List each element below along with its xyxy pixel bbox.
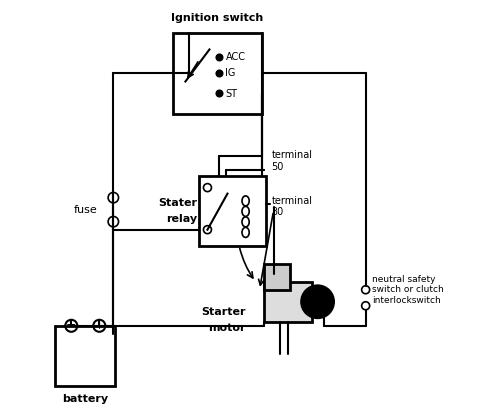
Bar xyxy=(173,33,262,114)
Bar xyxy=(264,264,290,290)
Bar xyxy=(264,282,312,322)
Ellipse shape xyxy=(242,196,249,206)
Text: relay: relay xyxy=(166,214,197,224)
Text: +: + xyxy=(95,321,104,331)
Text: Stater: Stater xyxy=(159,198,197,208)
Text: fuse: fuse xyxy=(74,205,97,214)
Text: motor: motor xyxy=(208,323,246,333)
Text: −: − xyxy=(66,319,77,332)
Bar xyxy=(55,326,115,386)
Circle shape xyxy=(216,54,223,61)
Text: ACC: ACC xyxy=(225,53,246,62)
Ellipse shape xyxy=(242,228,249,237)
Text: terminal
30: terminal 30 xyxy=(272,196,313,217)
Text: ST: ST xyxy=(225,88,238,98)
Ellipse shape xyxy=(242,217,249,227)
Text: Ignition switch: Ignition switch xyxy=(171,13,264,24)
Ellipse shape xyxy=(242,206,249,217)
Circle shape xyxy=(216,90,223,97)
Text: IG: IG xyxy=(225,68,236,79)
Text: battery: battery xyxy=(62,394,109,404)
Circle shape xyxy=(216,70,223,77)
Bar xyxy=(199,175,266,246)
Circle shape xyxy=(301,286,333,318)
Text: neutral safety
switch or clutch
interlockswitch: neutral safety switch or clutch interloc… xyxy=(372,275,443,305)
Text: Starter: Starter xyxy=(201,307,246,317)
Text: terminal
50: terminal 50 xyxy=(272,150,313,172)
